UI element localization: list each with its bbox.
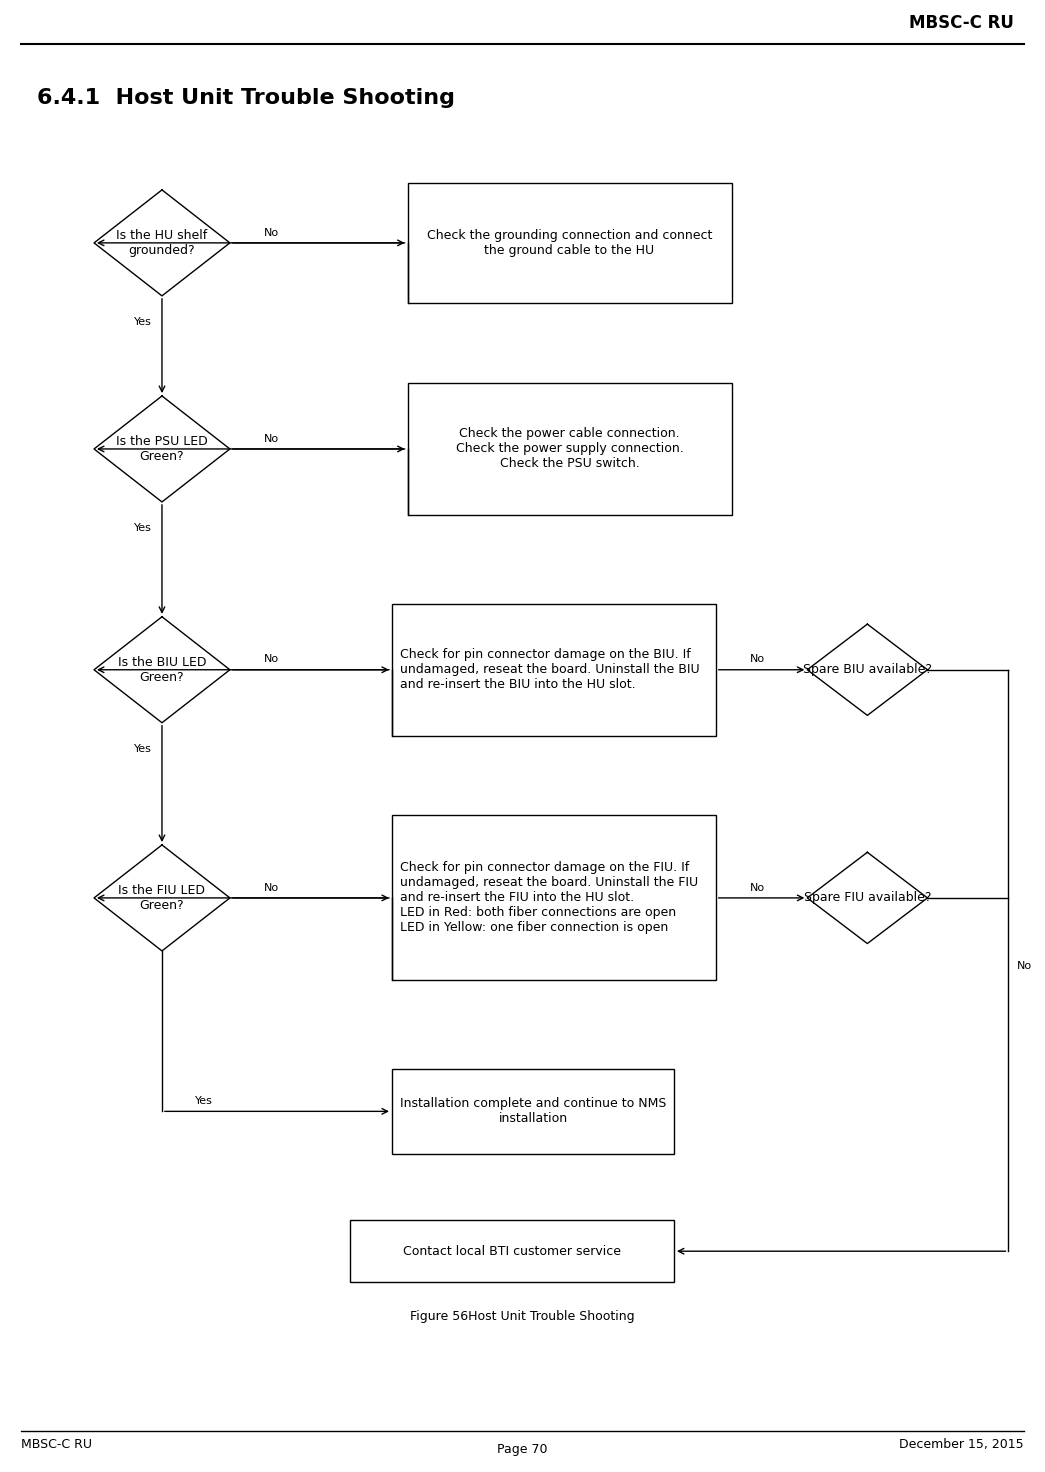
Text: Check for pin connector damage on the BIU. If
undamaged, reseat the board. Unins: Check for pin connector damage on the BI… xyxy=(400,648,700,692)
Text: Installation complete and continue to NMS
installation: Installation complete and continue to NM… xyxy=(400,1097,666,1126)
Text: Check for pin connector damage on the FIU. If
undamaged, reseat the board. Unins: Check for pin connector damage on the FI… xyxy=(400,861,698,935)
Text: Spare FIU available?: Spare FIU available? xyxy=(804,892,931,904)
Text: No: No xyxy=(750,883,765,892)
Text: Check the grounding connection and connect
the ground cable to the HU: Check the grounding connection and conne… xyxy=(426,228,713,258)
Text: Check the power cable connection.
Check the power supply connection.
Check the P: Check the power cable connection. Check … xyxy=(456,427,683,471)
Text: 6.4.1  Host Unit Trouble Shooting: 6.4.1 Host Unit Trouble Shooting xyxy=(37,88,455,109)
Text: Is the HU shelf
grounded?: Is the HU shelf grounded? xyxy=(116,228,208,258)
Text: Contact local BTI customer service: Contact local BTI customer service xyxy=(403,1245,621,1257)
Text: Page 70: Page 70 xyxy=(497,1443,548,1456)
FancyBboxPatch shape xyxy=(392,604,716,736)
Text: MBSC-C RU: MBSC-C RU xyxy=(21,1438,92,1451)
Text: No: No xyxy=(1017,961,1031,970)
FancyBboxPatch shape xyxy=(350,1220,674,1282)
Text: Is the FIU LED
Green?: Is the FIU LED Green? xyxy=(118,883,206,913)
Text: Figure 56Host Unit Trouble Shooting: Figure 56Host Unit Trouble Shooting xyxy=(411,1310,634,1323)
FancyBboxPatch shape xyxy=(392,815,716,980)
Text: No: No xyxy=(264,228,279,237)
Text: Yes: Yes xyxy=(194,1097,213,1105)
Text: MBSC-C RU: MBSC-C RU xyxy=(909,15,1014,32)
Text: Spare BIU available?: Spare BIU available? xyxy=(803,664,932,676)
Text: Yes: Yes xyxy=(134,318,153,327)
Text: Yes: Yes xyxy=(134,745,153,754)
FancyBboxPatch shape xyxy=(392,1069,674,1154)
FancyBboxPatch shape xyxy=(408,183,732,303)
Text: No: No xyxy=(264,883,279,892)
Text: No: No xyxy=(264,655,279,664)
Text: Is the BIU LED
Green?: Is the BIU LED Green? xyxy=(118,655,206,684)
Text: No: No xyxy=(264,434,279,443)
Text: December 15, 2015: December 15, 2015 xyxy=(900,1438,1024,1451)
Text: Yes: Yes xyxy=(134,524,153,533)
Text: No: No xyxy=(750,655,765,664)
Text: Is the PSU LED
Green?: Is the PSU LED Green? xyxy=(116,434,208,464)
FancyBboxPatch shape xyxy=(408,383,732,515)
